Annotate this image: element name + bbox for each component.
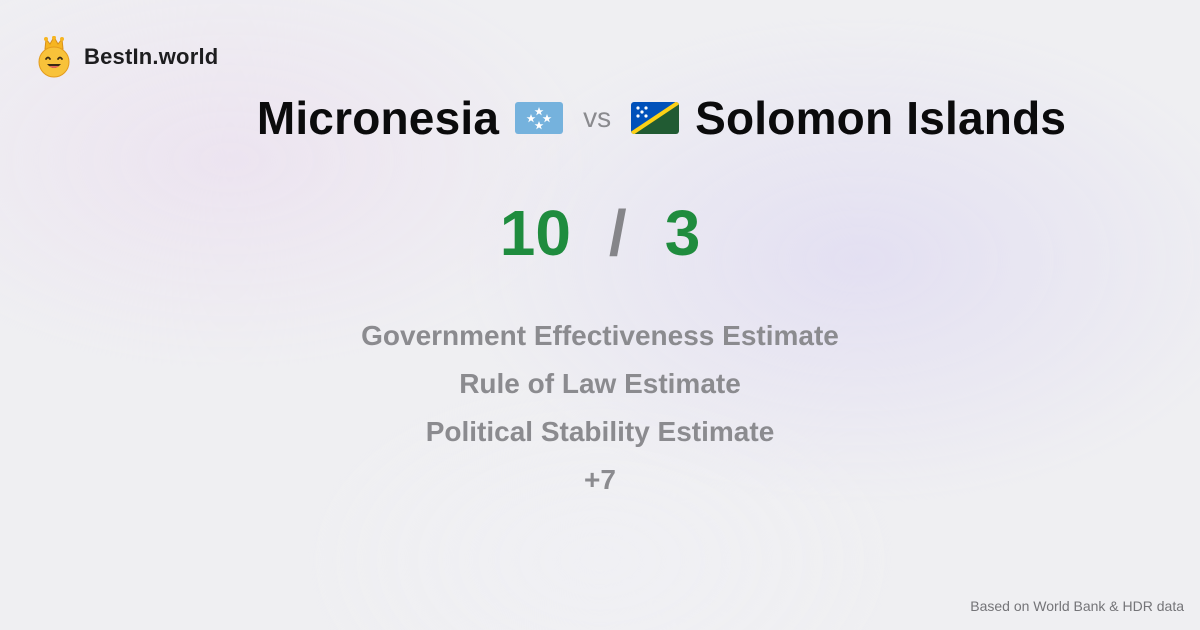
left-country-name[interactable]: Micronesia	[256, 92, 500, 144]
right-score: 3	[664, 197, 701, 269]
data-source-note: Based on World Bank & HDR data	[970, 598, 1184, 614]
solomon-islands-flag-icon	[631, 102, 680, 134]
brand-logo[interactable]: BestIn.world	[36, 36, 218, 78]
vs-label: vs	[583, 102, 612, 133]
micronesia-flag-icon	[515, 102, 564, 134]
right-country-name[interactable]: Solomon Islands	[695, 92, 1067, 144]
score-row: 10 / 3	[0, 196, 1200, 270]
smiling-crown-face-icon	[36, 36, 72, 78]
metric-item: Political Stability Estimate	[425, 416, 775, 447]
brand-name: BestIn.world	[84, 44, 219, 69]
left-score: 10	[499, 197, 571, 269]
metric-item: Government Effectiveness Estimate	[361, 320, 839, 351]
metric-item: Rule of Law Estimate	[459, 368, 741, 399]
comparison-title: Micronesia vs Solomon Islan	[0, 86, 1200, 150]
more-metrics-count: +7	[584, 464, 616, 495]
score-separator: /	[608, 197, 627, 269]
metric-list: Government Effectiveness Estimate Rule o…	[0, 312, 1200, 504]
